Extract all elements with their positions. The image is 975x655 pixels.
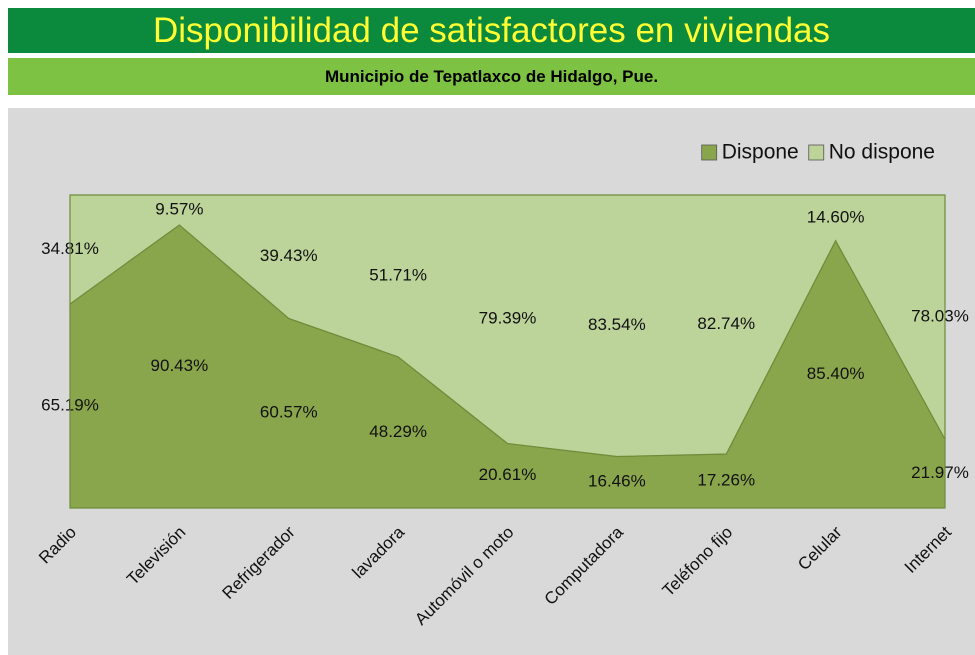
data-label: 78.03%: [911, 307, 969, 326]
data-label: 16.46%: [588, 472, 646, 491]
legend-label: No dispone: [829, 141, 935, 164]
data-label: 17.26%: [697, 470, 755, 489]
data-label: 90.43%: [151, 356, 209, 375]
data-label: 48.29%: [369, 422, 427, 441]
data-label: 9.57%: [155, 199, 203, 218]
chart-title: Disponibilidad de satisfactores en vivie…: [8, 8, 975, 53]
legend-label: Dispone: [722, 141, 799, 164]
data-label: 39.43%: [260, 246, 318, 265]
data-label: 20.61%: [479, 465, 537, 484]
legend-swatch: [701, 144, 718, 161]
data-label: 51.71%: [369, 265, 427, 284]
data-label: 85.40%: [807, 364, 865, 383]
data-label: 14.60%: [807, 207, 865, 226]
data-label: 60.57%: [260, 403, 318, 422]
chart-subtitle: Municipio de Tepatlaxco de Hidalgo, Pue.: [8, 58, 975, 95]
data-label: 82.74%: [697, 314, 755, 333]
data-label: 79.39%: [479, 309, 537, 328]
legend-swatch: [808, 144, 825, 161]
plot-border: [69, 194, 946, 509]
data-label: 21.97%: [911, 463, 969, 482]
data-label: 83.54%: [588, 315, 646, 334]
